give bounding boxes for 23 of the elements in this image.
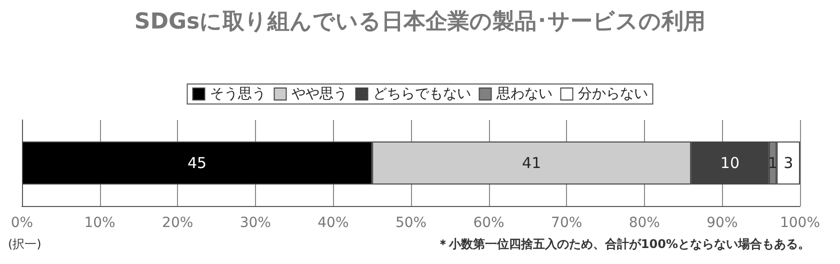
legend-label: そう思う bbox=[210, 86, 266, 102]
x-tick-label: 100% bbox=[780, 215, 820, 231]
text: ＊小数第一位四捨五入のため、合計が100%とならない場合もある。 bbox=[436, 237, 810, 251]
x-tick-label: 50% bbox=[395, 215, 427, 231]
data-label: 45 bbox=[188, 154, 207, 172]
text: (択一) bbox=[8, 237, 42, 251]
x-tick-label: 30% bbox=[240, 215, 271, 231]
data-label: 3 bbox=[784, 154, 794, 172]
chart-title: SDGsに取り組んでいる日本企業の製品･サービスの利用 bbox=[134, 10, 706, 34]
legend-label: どちらでもない bbox=[372, 86, 471, 102]
x-tick-label: 10% bbox=[84, 215, 116, 231]
x-tick-label: 20% bbox=[162, 215, 194, 231]
legend-label: やや思う bbox=[291, 86, 348, 102]
x-tick-label: 40% bbox=[318, 215, 349, 231]
x-tick-label: 80% bbox=[628, 215, 660, 231]
x-tick-label: 70% bbox=[551, 215, 582, 231]
data-label: 41 bbox=[522, 154, 542, 172]
legend-label: 思わない bbox=[495, 86, 552, 102]
x-tick-label: 90% bbox=[706, 215, 738, 231]
data-label: 10 bbox=[720, 154, 740, 172]
x-tick-label: 0% bbox=[10, 215, 34, 231]
x-tick-label: 60% bbox=[473, 215, 504, 231]
legend-label: 分からない bbox=[578, 86, 648, 102]
